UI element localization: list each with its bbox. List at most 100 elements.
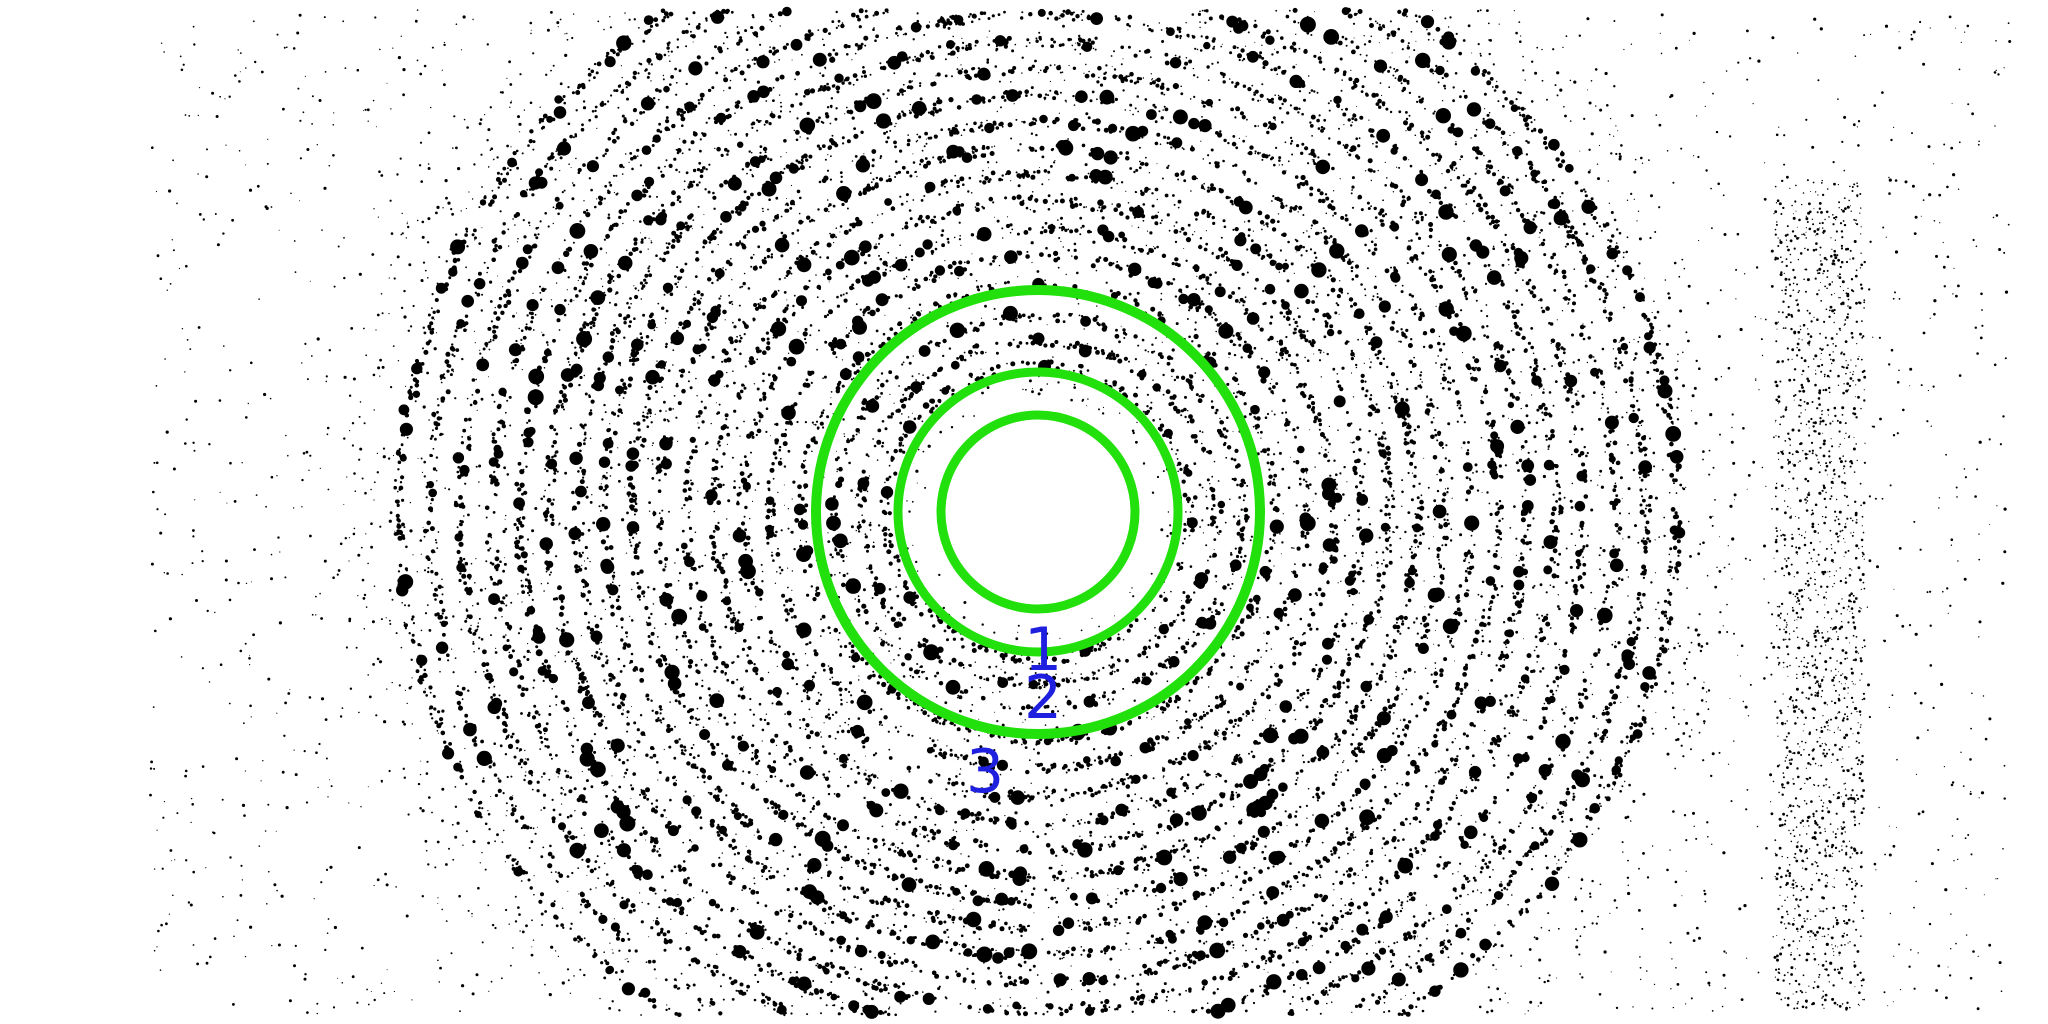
diffraction-spot xyxy=(774,438,780,443)
diffraction-spot xyxy=(1237,717,1243,722)
diffraction-spot xyxy=(1053,257,1059,263)
diffraction-spot xyxy=(912,161,916,164)
diffraction-spot xyxy=(1181,170,1185,174)
diffraction-spot xyxy=(1349,714,1355,720)
diffraction-spot xyxy=(1238,200,1253,215)
diffraction-spot xyxy=(1087,927,1093,932)
diffraction-spot xyxy=(828,341,834,347)
diffraction-spot xyxy=(686,310,691,315)
diffraction-spot xyxy=(1227,141,1230,145)
diffraction-spot xyxy=(1039,145,1045,151)
diffraction-spot xyxy=(1077,842,1093,858)
diffraction-spot xyxy=(970,354,972,357)
diffraction-spot xyxy=(858,246,863,251)
diffraction-spot xyxy=(1439,581,1443,585)
diffraction-spot xyxy=(1224,822,1228,825)
diffraction-spot xyxy=(652,511,657,516)
diffraction-spot xyxy=(1273,473,1278,478)
diffraction-spot xyxy=(931,836,936,841)
diffraction-spot xyxy=(842,573,846,578)
diffraction-spot xyxy=(1027,799,1031,803)
diffraction-spot xyxy=(795,625,798,628)
diffraction-spot xyxy=(1146,405,1149,408)
diffraction-spot xyxy=(1387,512,1391,516)
diffraction-spot xyxy=(1335,473,1338,477)
diffraction-spot xyxy=(1334,539,1340,544)
diffraction-spot xyxy=(1390,384,1393,387)
diffraction-spot xyxy=(1352,468,1357,473)
diffraction-spot xyxy=(881,681,887,688)
diffraction-spot xyxy=(923,346,928,351)
diffraction-spot xyxy=(1439,478,1442,482)
diffraction-spot xyxy=(695,723,698,726)
diffraction-spot xyxy=(681,326,686,330)
diffraction-spot xyxy=(793,503,806,516)
diffraction-spot xyxy=(1465,489,1472,495)
diffraction-spot xyxy=(1287,593,1290,596)
diffraction-spot xyxy=(1170,590,1172,593)
diffraction-spot xyxy=(798,756,804,762)
diffraction-spot xyxy=(836,382,841,387)
diffraction-spot xyxy=(1007,122,1013,128)
diffraction-spot xyxy=(1301,182,1306,187)
diffraction-spot xyxy=(1368,326,1373,331)
diffraction-spot xyxy=(917,643,923,649)
diffraction-spot xyxy=(1137,808,1140,811)
diffraction-spot xyxy=(1235,395,1238,399)
diffraction-spot xyxy=(1103,150,1118,165)
diffraction-spot xyxy=(686,761,691,766)
diffraction-spot xyxy=(688,511,690,514)
diffraction-spot xyxy=(736,335,738,338)
diffraction-spot xyxy=(762,350,767,356)
diffraction-spot xyxy=(1067,768,1071,772)
diffraction-spot xyxy=(661,441,666,445)
diffraction-spot xyxy=(1356,491,1362,497)
diffraction-spot xyxy=(672,622,677,627)
diffraction-spot xyxy=(1279,347,1285,353)
diffraction-spot xyxy=(690,479,692,482)
diffraction-spot xyxy=(1157,908,1160,911)
diffraction-spot xyxy=(1116,203,1121,208)
diffraction-spot xyxy=(862,486,868,492)
diffraction-spot xyxy=(710,635,714,640)
diffraction-spot xyxy=(785,666,790,671)
diffraction-spot xyxy=(826,242,832,248)
diffraction-spot xyxy=(922,710,928,716)
diffraction-spot xyxy=(1271,498,1275,502)
diffraction-spot xyxy=(742,821,747,826)
diffraction-spot xyxy=(1381,584,1386,589)
diffraction-spot xyxy=(1023,741,1027,745)
diffraction-spot xyxy=(1242,139,1246,143)
diffraction-spot xyxy=(951,388,955,392)
diffraction-spot xyxy=(740,200,746,206)
diffraction-spot xyxy=(836,758,839,760)
diffraction-spot xyxy=(786,710,792,716)
diffraction-spot xyxy=(951,692,954,695)
diffraction-spot xyxy=(688,659,694,665)
diffraction-spot xyxy=(751,435,755,439)
diffraction-spot xyxy=(1229,858,1232,861)
diffraction-spot xyxy=(1250,406,1254,411)
diffraction-spot xyxy=(1268,559,1271,563)
diffraction-spot xyxy=(768,630,774,635)
diffraction-spot xyxy=(950,753,953,757)
diffraction-spot xyxy=(725,614,730,619)
diffraction-spot xyxy=(1010,931,1014,934)
diffraction-spot xyxy=(604,505,608,510)
diffraction-spot xyxy=(700,297,702,300)
diffraction-spot xyxy=(971,648,977,653)
diffraction-spot xyxy=(1199,430,1202,433)
diffraction-spot xyxy=(668,601,672,605)
diffraction-spot xyxy=(954,870,959,874)
diffraction-spot xyxy=(946,237,950,241)
diffraction-spot xyxy=(1248,598,1253,603)
diffraction-spot xyxy=(924,245,927,249)
diffraction-spot xyxy=(1243,402,1247,406)
diffraction-spot xyxy=(1243,870,1248,875)
diffraction-spot xyxy=(915,284,921,289)
diffraction-spot xyxy=(738,742,742,746)
diffraction-spot xyxy=(702,245,705,249)
diffraction-spot xyxy=(933,863,939,869)
diffraction-spot xyxy=(1260,377,1267,384)
diffraction-spot xyxy=(866,405,870,408)
